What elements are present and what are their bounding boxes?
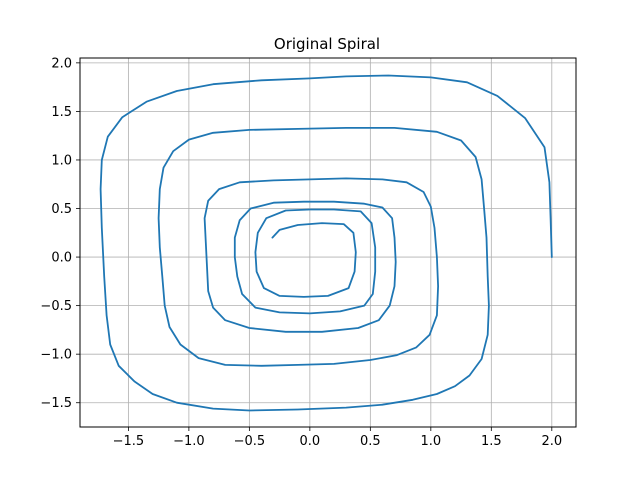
spiral-line-series-0 (99, 74, 553, 412)
x-tick-label: 0.0 (300, 434, 321, 449)
y-tick-label: −1.0 (40, 348, 72, 363)
y-tick-label: 1.0 (51, 153, 72, 168)
x-tick-label: 1.5 (481, 434, 502, 449)
y-tick-label: 0.5 (51, 202, 72, 217)
y-tick-label: −0.5 (40, 299, 72, 314)
y-tick-label: −1.5 (40, 396, 72, 411)
x-tick-label: 0.5 (360, 434, 381, 449)
x-tick-label: −0.5 (234, 434, 266, 449)
x-tick-label: 2.0 (541, 434, 562, 449)
series-group (99, 74, 553, 412)
x-tick-label: 1.0 (420, 434, 441, 449)
grid-lines (80, 58, 576, 427)
y-tick-label: 1.5 (51, 105, 72, 120)
x-tick-label: −1.0 (173, 434, 205, 449)
y-tick-label: 2.0 (51, 56, 72, 71)
axes-frame (79, 57, 577, 428)
y-tick-label: 0.0 (51, 251, 72, 266)
chart-title: Original Spiral (274, 35, 380, 53)
axis-ticks: −1.5 −1.0 −0.5 0.0 0.5 1.0 1.5 2.0 −1.5 −1.0 −0.5 0… (40, 56, 562, 449)
x-tick-label: −1.5 (113, 434, 145, 449)
